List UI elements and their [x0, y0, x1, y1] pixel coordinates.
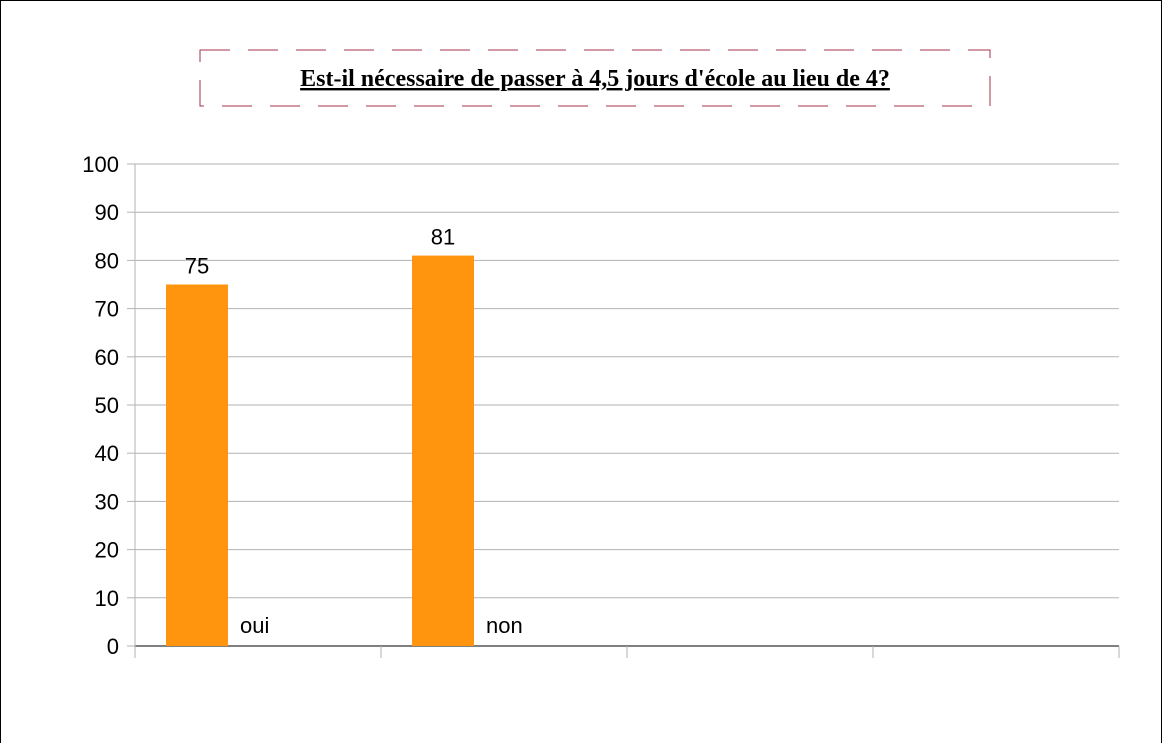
data-label: 81 — [431, 225, 455, 250]
bar-oui — [166, 284, 228, 646]
category-label: non — [486, 613, 523, 638]
y-tick-label: 70 — [95, 297, 119, 322]
y-tick-label: 100 — [82, 152, 119, 177]
chart-title: Est-il nécessaire de passer à 4,5 jours … — [300, 66, 890, 92]
bar-non — [412, 255, 474, 646]
y-tick-label: 90 — [95, 200, 119, 225]
data-label: 75 — [185, 254, 209, 279]
y-axis-ticks: 0 10 20 30 40 50 60 70 80 90 100 — [82, 152, 135, 659]
bars: 75 oui 81 non — [166, 225, 523, 646]
title-box — [199, 49, 991, 107]
y-tick-label: 20 — [95, 538, 119, 563]
y-tick-label: 60 — [95, 345, 119, 370]
y-tick-label: 50 — [95, 393, 119, 418]
y-tick-label: 10 — [95, 586, 119, 611]
x-axis — [134, 164, 1120, 658]
y-tick-label: 40 — [95, 441, 119, 466]
y-tick-label: 0 — [107, 634, 119, 659]
y-tick-label: 30 — [95, 489, 119, 514]
y-tick-label: 80 — [95, 248, 119, 273]
category-label: oui — [240, 613, 269, 638]
